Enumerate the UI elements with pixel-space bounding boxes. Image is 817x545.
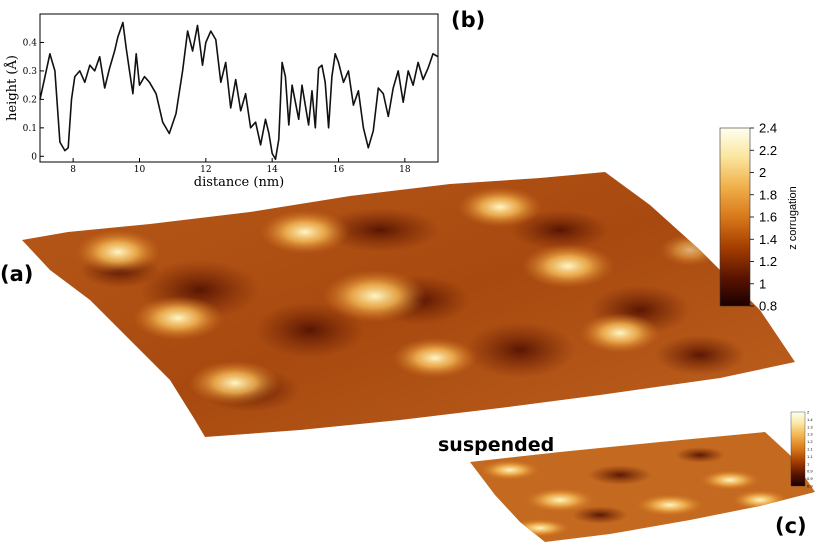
colorbar-small-tick-label: 0.9	[807, 476, 813, 481]
colorbar-tick-label: 2	[759, 165, 766, 180]
colorbar-small-tick-label: 1	[807, 461, 810, 466]
colorbar-small-tick-label: 1.2	[807, 439, 813, 444]
colorbar-title: z corrugation	[787, 186, 799, 250]
colorbar-tick-label: 1.6	[759, 210, 777, 225]
colorbar: 0.8 1 1.2 1.4 1.6 1.8 2 2.2 2.4 z corrugation	[719, 121, 799, 314]
surface-bumps	[76, 187, 720, 405]
y-tick-label: 0.4	[23, 38, 38, 48]
y-tick-label: 0.1	[23, 124, 37, 134]
x-tick-label: 12	[200, 165, 211, 175]
colorbar-tick-label: 2.4	[759, 121, 777, 136]
plot-frame	[39, 13, 439, 163]
x-tick-label: 14	[266, 165, 278, 175]
x-axis-label: distance (nm)	[194, 175, 284, 190]
colorbar-tick-label: 2.2	[759, 143, 777, 158]
colorbar-tick-label: 1	[759, 276, 766, 291]
x-axis-ticks: 8 10 12 14 16 18	[70, 158, 411, 175]
colorbar-small-tick-label: 2	[807, 410, 810, 415]
colorbar-small-tick-label: 0.9	[807, 484, 813, 489]
y-tick-label: 0.2	[23, 95, 37, 105]
colorbar-tick-label: 1.8	[759, 187, 777, 202]
x-tick-label: 18	[399, 165, 411, 175]
suspended-label: suspended	[438, 434, 555, 456]
colorbar-tick-label: 0.8	[759, 299, 777, 314]
colorbar-small-ticks: 0.9 0.9 0.9 1 1.1 1.1 1.2 1.3 1.3 1.4 2	[807, 410, 813, 489]
colorbar-small-tick-label: 1.3	[807, 424, 813, 429]
panel-label-a: (a)	[0, 262, 34, 286]
colorbar-tick-label: 1.2	[759, 254, 777, 269]
colorbar-small-tick-label: 1.1	[807, 447, 813, 452]
colorbar-small-tick-label: 1.1	[807, 454, 813, 459]
x-tick-label: 16	[333, 165, 345, 175]
colorbar-small-tick-label: 0.9	[807, 469, 813, 474]
colorbar-small: 0.9 0.9 0.9 1 1.1 1.1 1.2 1.3 1.3 1.4 2	[790, 410, 813, 489]
y-tick-label: 0	[31, 152, 37, 162]
panel-label-b: (b)	[451, 8, 486, 32]
y-axis-label: height (Å)	[4, 55, 20, 121]
surface-pits	[80, 208, 745, 412]
panel-label-c: (c)	[775, 514, 807, 538]
y-tick-label: 0.3	[23, 67, 38, 77]
colorbar-small-tick-label: 1.4	[807, 417, 813, 422]
x-tick-label: 10	[134, 165, 146, 175]
height-profile-line	[39, 21, 439, 160]
colorbar-ticks: 0.8 1 1.2 1.4 1.6 1.8 2 2.2 2.4	[750, 121, 777, 314]
x-tick-label: 8	[70, 165, 76, 175]
plot-series	[39, 21, 439, 160]
colorbar-small-tick-label: 1.3	[807, 432, 813, 437]
colorbar-tick-label: 1.4	[759, 232, 777, 247]
